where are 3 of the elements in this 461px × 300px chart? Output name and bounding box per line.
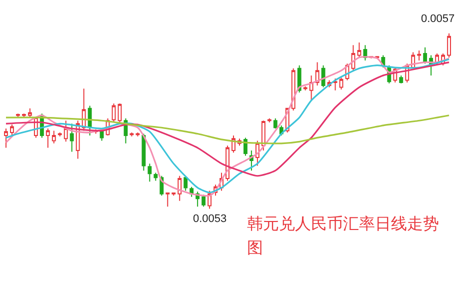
text: 0.0057: [421, 13, 455, 25]
text: 韩元兑人民币汇率日线走势图: [247, 213, 440, 259]
text: 0.0053: [193, 213, 227, 225]
